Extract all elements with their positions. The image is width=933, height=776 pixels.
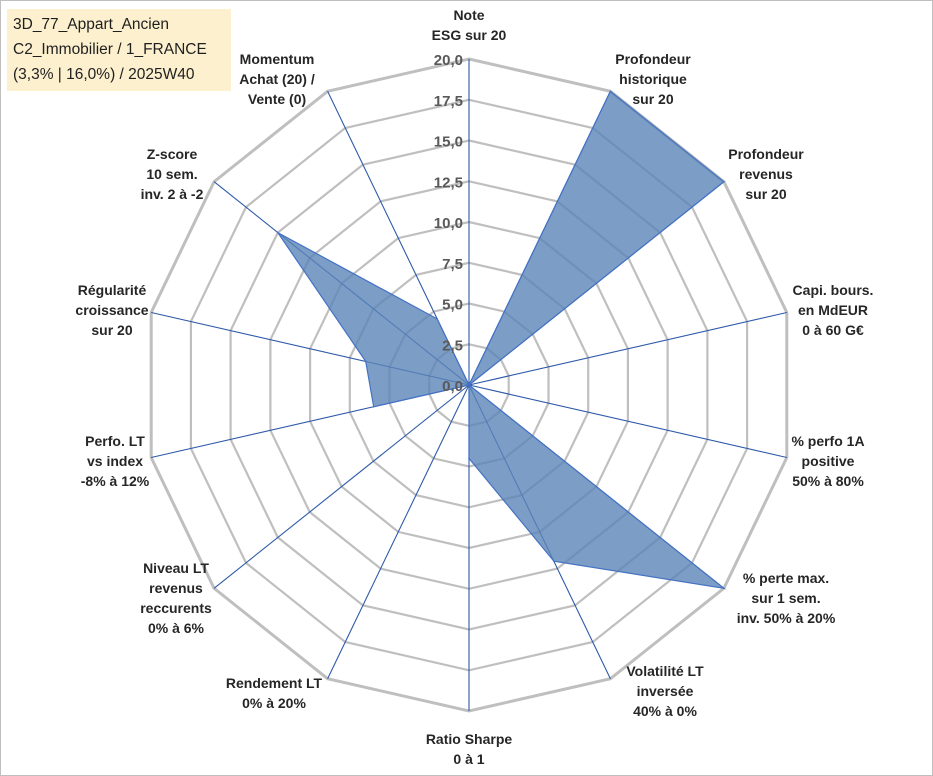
- axis-label-line: sur 20: [91, 322, 132, 338]
- axis-label-line: positive: [802, 453, 855, 469]
- axis-label-line: Z-score: [147, 146, 198, 162]
- axis-label-line: Volatilité LT: [626, 663, 704, 679]
- tick-label: 2,5: [442, 337, 463, 354]
- data-point-9: [468, 384, 470, 386]
- axis-label-line: sur 20: [745, 186, 786, 202]
- axis-labels: Note ESG sur 20 Profondeur historique sur 20…: [75, 7, 873, 767]
- axis-label-line: Rendement LT: [226, 675, 323, 691]
- axis-label-0: Note ESG sur 20: [432, 7, 507, 43]
- axis-label-line: -8% à 12%: [81, 473, 150, 489]
- tick-label: 10,0: [434, 215, 463, 232]
- axis-label-line: 0% à 6%: [148, 620, 205, 636]
- axis-label-line: 0 à 1: [453, 751, 484, 767]
- axis-label-line: en MdEUR: [798, 302, 868, 318]
- chart-title-box: 3D_77_Appart_Ancien C2_Immobilier / 1_FR…: [7, 9, 231, 91]
- axis-label-line: % perte max.: [743, 570, 829, 586]
- axis-label-line: 0 à 60 G€: [802, 322, 864, 338]
- axis-label-line: historique: [619, 71, 687, 87]
- title-line-3: (3,3% | 16,0%) / 2025W40: [13, 66, 195, 83]
- axis-label-line: Profondeur: [615, 51, 691, 67]
- data-point-5: [723, 587, 725, 590]
- axis-label-line: Niveau LT: [143, 560, 209, 576]
- axis-label-line: reccurents: [140, 600, 212, 616]
- axis-label-line: 10 sem.: [146, 166, 197, 182]
- axis-spoke-8: [327, 384, 470, 679]
- axis-label-line: Vente (0): [248, 91, 306, 107]
- axis-spoke-3: [468, 311, 787, 386]
- title-line-1: 3D_77_Appart_Ancien: [13, 16, 169, 33]
- axis-label-line: revenus: [149, 580, 203, 596]
- data-point-12: [277, 231, 279, 234]
- axis-label-line: Régularité: [78, 282, 147, 298]
- axis-spoke-9: [213, 384, 470, 589]
- axis-label-line: Profondeur: [728, 146, 804, 162]
- axis-label-12: Z-score 10 sem. inv. 2 à -2: [141, 146, 204, 202]
- data-point-2: [723, 180, 725, 183]
- data-point-10: [372, 406, 375, 408]
- tick-label: 20,0: [434, 52, 463, 69]
- axis-label-line: Achat (20) /: [239, 71, 315, 87]
- axis-label-1: Profondeur historique sur 20: [615, 51, 691, 107]
- tick-label: 7,5: [442, 256, 463, 273]
- axis-label-line: 0% à 20%: [242, 695, 306, 711]
- axis-label-line: inv. 2 à -2: [141, 186, 204, 202]
- radar-series: [277, 90, 727, 590]
- axis-label-line: sur 20: [632, 91, 673, 107]
- axis-label-line: revenus: [739, 166, 793, 182]
- axis-label-4: % perfo 1A positive 50% à 80%: [791, 433, 864, 489]
- data-point-11: [364, 360, 367, 363]
- data-point-6: [553, 560, 555, 562]
- axis-label-line: croissance: [75, 302, 148, 318]
- axis-label-3: Capi. bours. en MdEUR 0 à 60 G€: [793, 282, 874, 338]
- axis-label-10: Perfo. LT vs index -8% à 12%: [81, 433, 150, 489]
- axis-label-11: Régularité croissance sur 20: [75, 282, 148, 338]
- axis-label-line: sur 1 sem.: [751, 590, 820, 606]
- data-point-1: [609, 90, 612, 93]
- axis-label-8: Rendement LT 0% à 20%: [226, 675, 323, 711]
- axis-label-2: Profondeur revenus sur 20: [728, 146, 804, 202]
- axis-label-5: % perte max. sur 1 sem. inv. 50% à 20%: [737, 570, 836, 626]
- axis-label-line: Capi. bours.: [793, 282, 874, 298]
- axis-label-line: 40% à 0%: [633, 703, 697, 719]
- tick-label: 17,5: [434, 93, 463, 110]
- axis-label-line: Perfo. LT: [85, 433, 145, 449]
- axis-label-7: Ratio Sharpe 0 à 1: [426, 731, 513, 767]
- axis-label-line: ESG sur 20: [432, 27, 507, 43]
- title-line-2: C2_Immobilier / 1_FRANCE: [13, 41, 207, 58]
- tick-label: 0,0: [442, 378, 463, 395]
- series-area: [277, 90, 727, 590]
- axis-label-line: % perfo 1A: [791, 433, 864, 449]
- tick-label: 5,0: [442, 297, 463, 314]
- data-point-7: [468, 457, 470, 460]
- axis-label-9: Niveau LT revenus reccurents 0% à 6%: [140, 560, 212, 636]
- axis-label-line: inversée: [637, 683, 694, 699]
- axis-label-line: Ratio Sharpe: [426, 731, 513, 747]
- axis-label-line: 50% à 80%: [792, 473, 864, 489]
- axis-label-line: Note: [453, 7, 484, 23]
- axis-label-line: vs index: [87, 453, 143, 469]
- axis-label-line: inv. 50% à 20%: [737, 610, 836, 626]
- axis-spoke-4: [468, 384, 787, 459]
- radial-tick-labels: 0,0 2,5 5,0 7,5 10,0 12,5 15,0 17,5 20,0: [434, 52, 463, 395]
- data-point-13: [436, 318, 439, 320]
- axis-label-6: Volatilité LT inversée 40% à 0%: [626, 663, 704, 719]
- tick-label: 12,5: [434, 174, 463, 191]
- axis-label-13: Momentum Achat (20) / Vente (0): [239, 51, 315, 107]
- tick-label: 15,0: [434, 134, 463, 151]
- axis-label-line: Momentum: [240, 51, 315, 67]
